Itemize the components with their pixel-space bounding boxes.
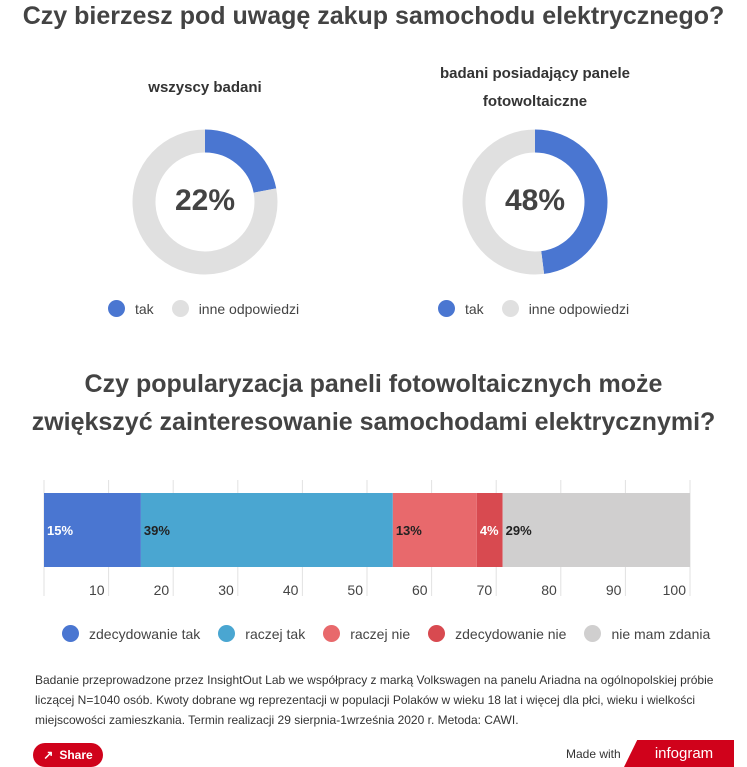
- bar-data-label: 29%: [506, 523, 532, 538]
- bar-data-label: 13%: [396, 523, 422, 538]
- infogram-logo[interactable]: infogram: [624, 740, 734, 767]
- title-2-line-1: Czy popularyzacja paneli fotowoltaicznyc…: [84, 370, 663, 398]
- bar-data-label: 15%: [47, 523, 73, 538]
- donut-1-title: wszyscy badani: [148, 79, 262, 96]
- legend-dot: [501, 300, 519, 317]
- legend-label: zdecydowanie nie: [455, 625, 567, 642]
- donut-slice-tak: [204, 129, 277, 194]
- legend-item: zdecydowanie tak: [62, 625, 200, 642]
- x-tick-label: 70: [477, 582, 493, 598]
- legend-dot: [438, 300, 455, 317]
- legend-dot: [62, 625, 79, 642]
- legend-label: tak: [465, 300, 484, 317]
- legend-label: inne odpowiedzi: [528, 300, 630, 317]
- legend-dot: [323, 625, 341, 642]
- legend-dot: [108, 300, 125, 317]
- x-tick-label: 50: [347, 582, 363, 598]
- donut-slice-inne-odpowiedzi: [462, 129, 545, 275]
- x-tick-label: 80: [541, 582, 557, 598]
- x-tick-label: 60: [412, 582, 428, 598]
- donut-2-value: 48%: [504, 184, 566, 217]
- legend-label: zdecydowanie tak: [89, 625, 201, 642]
- title-1: Czy bierzesz pod uwagę zakup samochodu e…: [22, 2, 725, 30]
- donut-1-value: 22%: [174, 184, 236, 217]
- x-tick-label: 20: [154, 582, 170, 598]
- infogram-brand: infogram: [654, 745, 714, 762]
- legend-label: inne odpowiedzi: [198, 300, 300, 317]
- legend-dot: [584, 625, 602, 642]
- legend-label: raczej tak: [245, 625, 306, 642]
- bar-segment-raczej-tak: [140, 493, 393, 567]
- share-button[interactable]: ↗ Share: [33, 743, 103, 767]
- donut-chart-1: [132, 129, 278, 275]
- x-tick-label: 90: [606, 582, 622, 598]
- share-label: Share: [59, 748, 93, 762]
- stacked-bar-chart: 10 20 30 40 50 60 70 80 90 100 15% 39% 13% 4% 29%: [43, 480, 691, 598]
- legend-dot: [171, 300, 189, 317]
- donut-chart-2: [462, 129, 608, 275]
- bar-data-label: 39%: [144, 523, 170, 538]
- share-icon: ↗: [43, 748, 54, 762]
- donut-2-legend: tak inne odpowiedzi: [438, 300, 647, 317]
- legend-item: nie mam zdania: [584, 625, 710, 642]
- bar-segment-zdecydowanie-tak: [44, 493, 141, 567]
- legend-dot: [428, 625, 446, 642]
- donut-slice-inne-odpowiedzi: [132, 129, 278, 275]
- title-2-line-2: zwiększyć zainteresowanie samochodami el…: [31, 408, 716, 436]
- legend-dot: [218, 625, 236, 642]
- donut-2-title: badani posiadający panele fotowoltaiczne: [439, 65, 631, 110]
- donut-slice-tak: [534, 129, 608, 274]
- bar-segment-nie-mam-zdania: [502, 493, 690, 567]
- x-tick-label: 10: [89, 582, 105, 598]
- legend-item: raczej nie: [323, 625, 410, 642]
- legend-item: zdecydowanie nie: [428, 625, 566, 642]
- methodology-note: Badanie przeprowadzone przez InsightOut …: [35, 673, 714, 727]
- bar-data-label: 4%: [480, 523, 499, 538]
- x-tick-label: 40: [283, 582, 299, 598]
- legend-label: tak: [135, 300, 154, 317]
- legend-label: raczej nie: [350, 625, 411, 642]
- x-tick-label: 100: [663, 582, 687, 598]
- bar-legend: zdecydowanie tak raczej tak raczej nie zdec…: [62, 625, 728, 642]
- legend-item: raczej tak: [218, 625, 305, 642]
- made-with-label: Made with: [566, 747, 621, 761]
- bar-segment-raczej-nie: [392, 493, 477, 567]
- bar-segment-zdecydowanie-nie: [476, 493, 503, 567]
- legend-label: nie mam zdania: [611, 625, 711, 642]
- donut-1-legend: tak inne odpowiedzi: [108, 300, 317, 317]
- x-tick-label: 30: [218, 582, 234, 598]
